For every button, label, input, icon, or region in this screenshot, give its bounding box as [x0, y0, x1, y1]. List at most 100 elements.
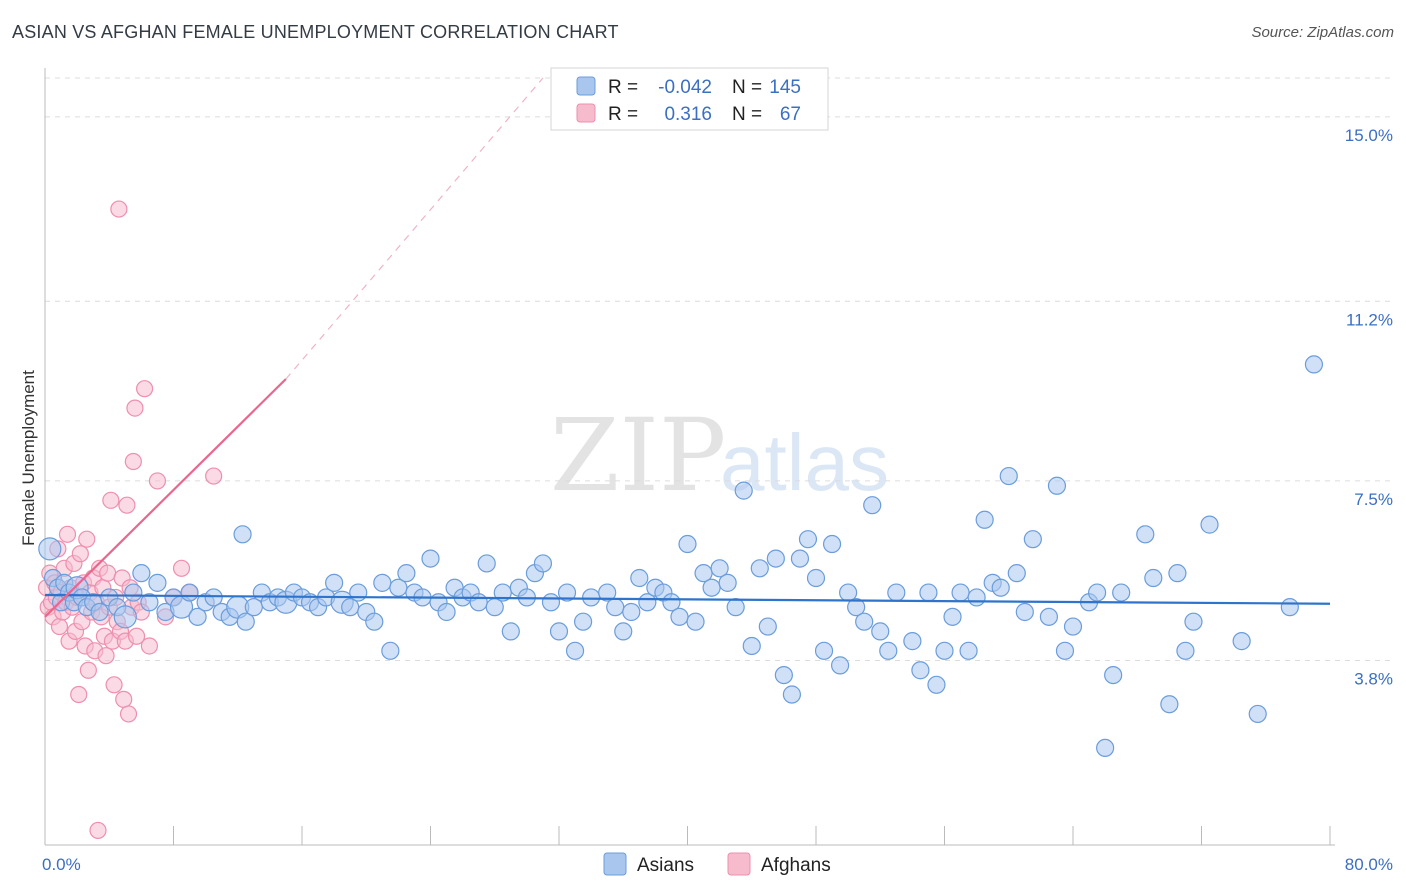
asian-point-139 — [1168, 564, 1187, 583]
asian-point-123 — [999, 466, 1018, 486]
y-tick-label-1: 7.5% — [1354, 490, 1393, 509]
legend-r-label-afghans: R = — [608, 104, 638, 125]
afghan-point-66 — [205, 467, 223, 485]
asian-point-130 — [1063, 617, 1083, 636]
asian-point-29 — [233, 525, 252, 544]
asian-point-15 — [124, 583, 143, 602]
asian-point-82 — [662, 593, 681, 612]
y-axis-label: Female Unemployment — [19, 370, 38, 546]
asian-point-103 — [830, 656, 850, 675]
asian-point-122 — [991, 578, 1010, 597]
asian-point-143 — [1232, 632, 1251, 651]
asian-point-135 — [1112, 583, 1131, 602]
asian-point-128 — [1047, 476, 1067, 495]
asian-point-69 — [549, 622, 569, 641]
asian-point-74 — [598, 583, 617, 602]
legend-r-label-asians: R = — [608, 77, 638, 98]
correlation-legend: R = -0.042 N = 145 R = 0.316 N = 67 — [550, 67, 829, 131]
asian-point-92 — [742, 636, 761, 656]
asian-point-146 — [1304, 355, 1324, 374]
asian-point-105 — [847, 598, 866, 617]
asian-point-16 — [132, 564, 151, 583]
asian-point-95 — [766, 549, 785, 568]
asian-point-119 — [967, 588, 986, 607]
afghan-point-51 — [119, 705, 138, 723]
asian-point-17 — [140, 593, 159, 612]
asian-point-111 — [903, 632, 922, 651]
afghan-point-42 — [105, 676, 123, 694]
asian-point-114 — [927, 675, 946, 694]
asian-point-127 — [1039, 607, 1059, 626]
x-tick-label-max: 80.0% — [1345, 855, 1393, 874]
afghan-point-32 — [89, 821, 107, 840]
asian-point-25 — [204, 588, 223, 607]
afghan-point-54 — [124, 452, 142, 471]
legend-r-value-afghans: 0.316 — [664, 104, 712, 125]
afghan-point-8 — [50, 617, 69, 636]
asian-point-126 — [1023, 530, 1042, 549]
afghan-point-56 — [127, 627, 146, 645]
afghan-point-26 — [79, 661, 97, 679]
asian-point-87 — [702, 578, 721, 597]
asian-point-136 — [1136, 525, 1155, 544]
bottom-swatch-asians[interactable] — [603, 852, 627, 876]
asian-point-112 — [911, 661, 930, 680]
asian-point-91 — [734, 481, 753, 500]
afghan-point-37 — [97, 647, 115, 665]
asian-point-113 — [919, 583, 938, 602]
asian-point-44 — [349, 583, 368, 602]
asian-point-115 — [935, 641, 954, 660]
asian-point-0 — [38, 537, 62, 561]
asian-point-132 — [1087, 583, 1107, 602]
asian-point-41 — [325, 573, 344, 592]
legend-n-value-afghans: 67 — [780, 104, 801, 125]
asian-point-59 — [469, 593, 488, 612]
asian-points — [38, 355, 1324, 758]
asian-point-73 — [582, 588, 601, 607]
bottom-label-afghans[interactable]: Afghans — [761, 855, 831, 876]
afghan-trend-extension — [285, 77, 544, 380]
legend-n-label-afghans: N = — [732, 104, 762, 125]
asian-point-93 — [750, 559, 769, 578]
asian-point-47 — [373, 573, 392, 592]
asian-point-145 — [1280, 598, 1299, 617]
asian-point-110 — [887, 583, 906, 602]
asian-point-50 — [397, 564, 416, 583]
asian-point-99 — [798, 530, 818, 549]
asian-point-129 — [1055, 641, 1075, 660]
asian-point-70 — [557, 583, 577, 602]
asian-point-101 — [814, 641, 834, 660]
asian-point-84 — [678, 534, 697, 554]
asian-point-134 — [1104, 665, 1123, 685]
asian-point-11 — [90, 602, 109, 622]
legend-swatch-asians — [576, 76, 596, 96]
asian-point-90 — [726, 598, 745, 617]
y-tick-label-0: 3.8% — [1354, 670, 1393, 689]
afghan-point-38 — [99, 564, 117, 582]
y-tick-label-2: 11.2% — [1346, 310, 1393, 329]
asian-point-78 — [630, 568, 649, 588]
legend-swatch-afghans — [576, 103, 596, 123]
afghan-point-40 — [102, 491, 120, 509]
asian-point-76 — [614, 622, 633, 641]
asian-point-72 — [573, 612, 593, 631]
asian-point-85 — [686, 612, 705, 631]
bottom-swatch-afghans[interactable] — [727, 852, 751, 876]
asian-trend-line — [44, 593, 1331, 605]
asian-point-53 — [421, 549, 440, 568]
asian-point-140 — [1176, 641, 1195, 660]
asian-point-124 — [1007, 564, 1026, 583]
asian-point-22 — [180, 583, 199, 602]
asian-point-77 — [622, 602, 641, 622]
afghan-point-61 — [148, 472, 167, 490]
afghan-point-20 — [70, 685, 88, 704]
afghan-point-21 — [71, 545, 89, 563]
trend-lines — [44, 77, 1331, 618]
legend-n-value-asians: 145 — [769, 77, 801, 98]
bottom-label-asians[interactable]: Asians — [637, 855, 694, 876]
asian-point-23 — [188, 607, 207, 626]
asian-point-96 — [774, 665, 793, 685]
asian-point-120 — [975, 510, 994, 529]
asian-point-63 — [501, 622, 520, 641]
